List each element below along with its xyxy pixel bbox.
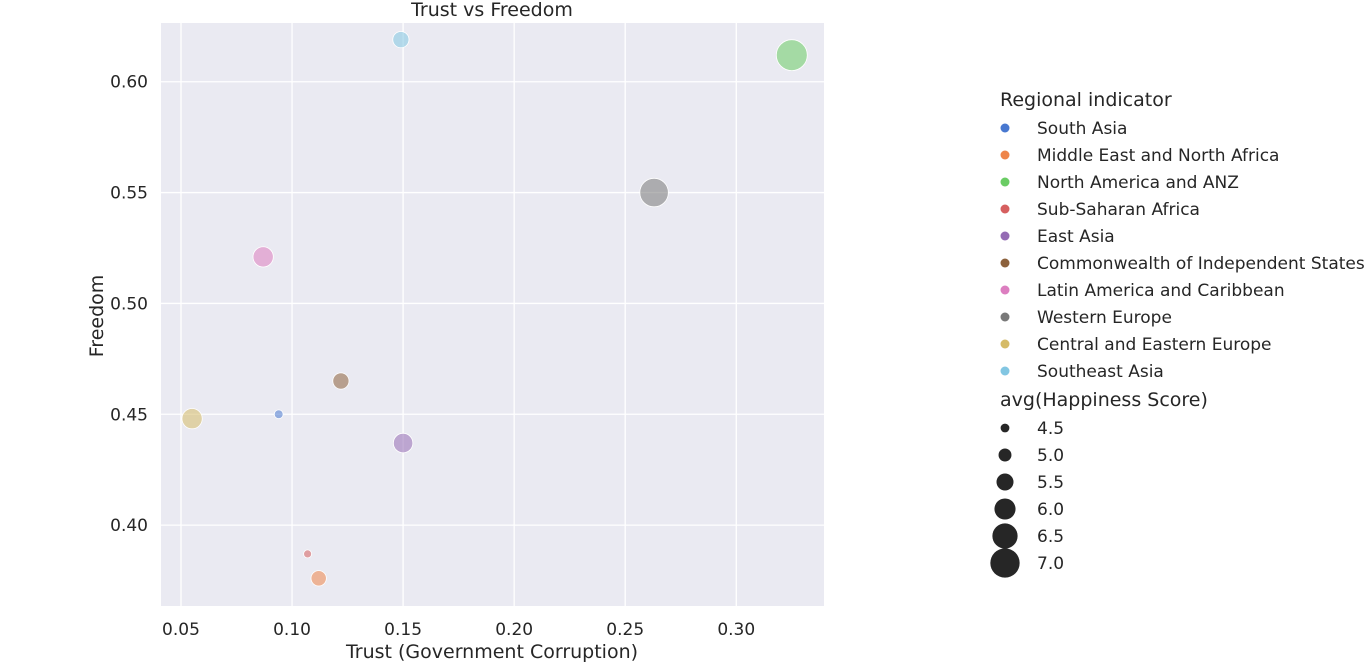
- legend-hue-label: East Asia: [1037, 227, 1115, 247]
- y-tick-label: 0.45: [110, 405, 148, 425]
- legend-hue-label: Sub-Saharan Africa: [1037, 200, 1200, 220]
- legend-hue-label: Commonwealth of Independent States: [1037, 254, 1365, 274]
- legend-size-items: 4.5 5.0 5.5 6.0 6.5 7.0: [990, 419, 1064, 578]
- data-point: [273, 409, 284, 420]
- legend-size-marker: [996, 473, 1014, 491]
- legend-hue-marker: [1000, 150, 1010, 160]
- legend-hue-marker: [1000, 231, 1010, 241]
- data-point: [332, 372, 350, 390]
- data-point: [181, 408, 203, 430]
- x-tick-label: 0.05: [162, 620, 200, 640]
- legend: Regional indicator South Asia Middle East…: [990, 89, 1365, 578]
- legend-hue-marker: [1000, 177, 1010, 187]
- data-point: [392, 432, 414, 454]
- legend-hue-marker: [1000, 204, 1010, 214]
- x-axis-title: Trust (Government Corruption): [345, 641, 638, 663]
- plot-area: [161, 23, 824, 606]
- legend-hue-marker: [1000, 366, 1010, 376]
- data-point: [392, 31, 410, 49]
- legend-size-marker: [994, 498, 1016, 520]
- legend-size-title: avg(Happiness Score): [1000, 389, 1208, 411]
- legend-size-label: 6.0: [1037, 500, 1064, 520]
- y-tick-label: 0.55: [110, 184, 148, 204]
- legend-hue-label: Western Europe: [1037, 308, 1172, 328]
- legend-size-label: 6.5: [1037, 527, 1064, 547]
- legend-size-marker: [1000, 423, 1010, 433]
- legend-hue-marker: [1000, 312, 1010, 322]
- legend-hue-label: South Asia: [1037, 119, 1127, 139]
- legend-size-label: 7.0: [1037, 554, 1064, 574]
- legend-size-marker: [992, 523, 1018, 549]
- legend-size-label: 5.0: [1037, 446, 1064, 466]
- legend-hue-title: Regional indicator: [1000, 89, 1172, 111]
- legend-hue-items: South Asia Middle East and North Africa No…: [1000, 119, 1365, 382]
- x-tick-label: 0.30: [717, 620, 755, 640]
- data-points: [181, 31, 808, 587]
- x-tick-label: 0.15: [384, 620, 422, 640]
- legend-hue-label: Middle East and North Africa: [1037, 146, 1279, 166]
- legend-hue-label: North America and ANZ: [1037, 173, 1239, 193]
- x-tick-label: 0.20: [495, 620, 533, 640]
- legend-size-marker: [990, 548, 1020, 578]
- y-tick-label: 0.50: [110, 294, 148, 314]
- x-tick-label: 0.10: [273, 620, 311, 640]
- y-axis-title: Freedom: [86, 275, 108, 358]
- data-point: [639, 177, 669, 208]
- legend-hue-label: Latin America and Caribbean: [1037, 281, 1285, 301]
- legend-size-label: 5.5: [1037, 473, 1064, 493]
- legend-hue-marker: [1000, 339, 1010, 349]
- chart-title: Trust vs Freedom: [410, 0, 573, 21]
- data-point: [775, 39, 808, 72]
- y-axis-ticks: 0.40 0.45 0.50 0.55 0.60: [110, 73, 148, 536]
- x-tick-label: 0.25: [606, 620, 644, 640]
- legend-hue-label: Southeast Asia: [1037, 362, 1164, 382]
- data-point: [303, 549, 312, 559]
- legend-hue-marker: [1000, 258, 1010, 268]
- data-point: [252, 246, 274, 268]
- legend-size-label: 4.5: [1037, 419, 1064, 439]
- legend-hue-label: Central and Eastern Europe: [1037, 335, 1271, 355]
- y-tick-label: 0.60: [110, 73, 148, 93]
- data-point: [310, 570, 327, 587]
- legend-hue-marker: [1000, 285, 1010, 295]
- x-axis-ticks: 0.05 0.10 0.15 0.20 0.25 0.30: [162, 620, 755, 640]
- legend-hue-marker: [1000, 123, 1010, 133]
- grid-lines: [161, 23, 824, 606]
- y-tick-label: 0.40: [110, 516, 148, 536]
- legend-size-marker: [998, 448, 1012, 462]
